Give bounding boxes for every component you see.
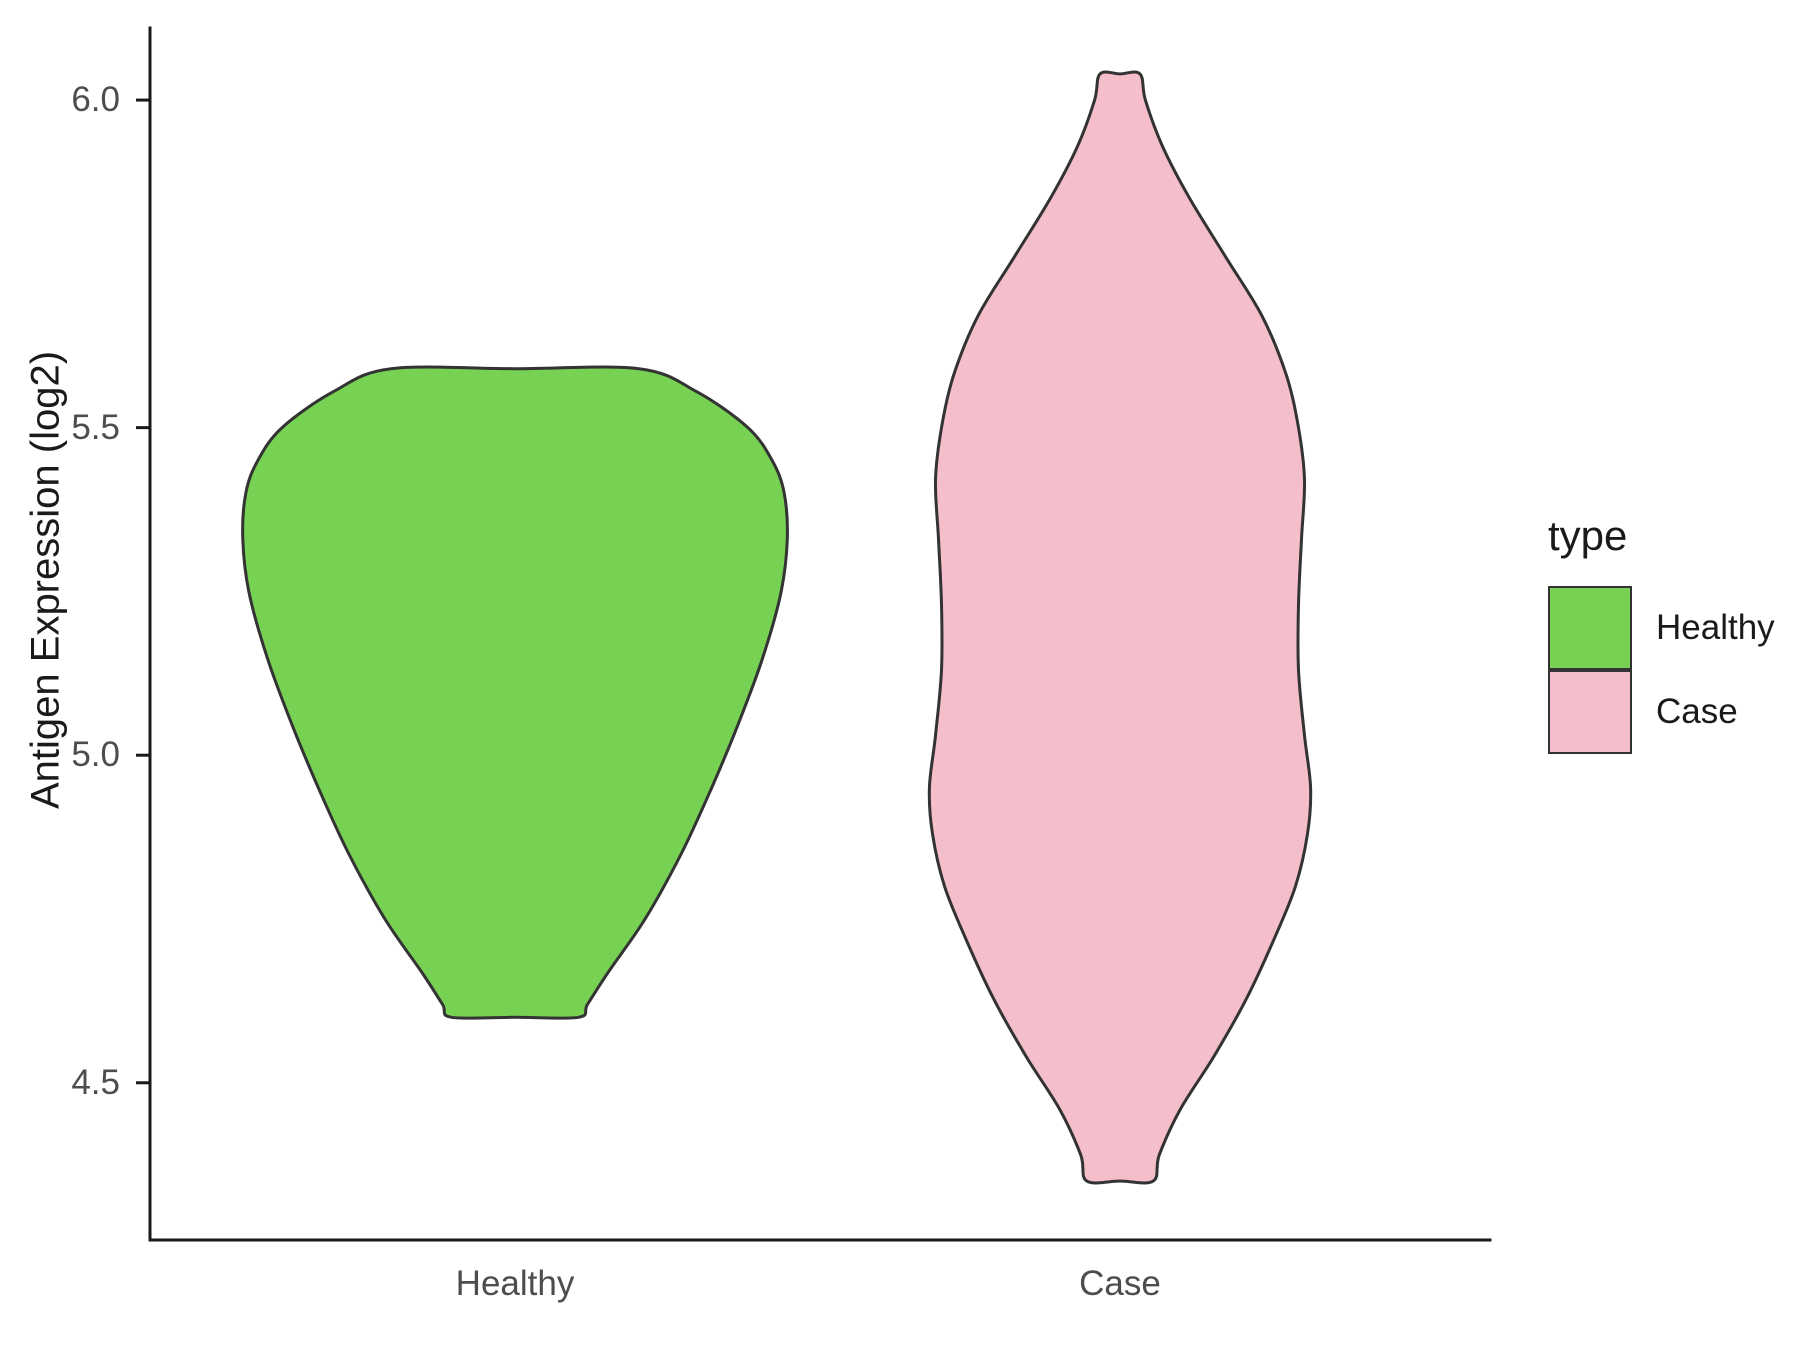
y-tick-label: 6.0 (71, 80, 120, 120)
y-tick-label: 5.0 (71, 735, 120, 775)
legend-swatch-case-icon (1548, 670, 1632, 754)
y-tick-label: 5.5 (71, 407, 120, 447)
legend-title: type (1548, 512, 1628, 559)
legend-entry-healthy: Healthy (1548, 586, 1775, 670)
legend-label-healthy: Healthy (1656, 608, 1775, 647)
y-tick-label: 4.5 (71, 1062, 120, 1102)
x-axis-label-case: Case (1079, 1264, 1161, 1303)
legend: type Healthy Case (1548, 512, 1775, 754)
x-axis-label-healthy: Healthy (455, 1264, 575, 1303)
legend-label-case: Case (1656, 692, 1738, 731)
violin-case (927, 70, 1313, 1185)
legend-entry-case: Case (1548, 670, 1775, 754)
legend-swatch-healthy-icon (1548, 586, 1632, 670)
violin-healthy (241, 365, 789, 1020)
